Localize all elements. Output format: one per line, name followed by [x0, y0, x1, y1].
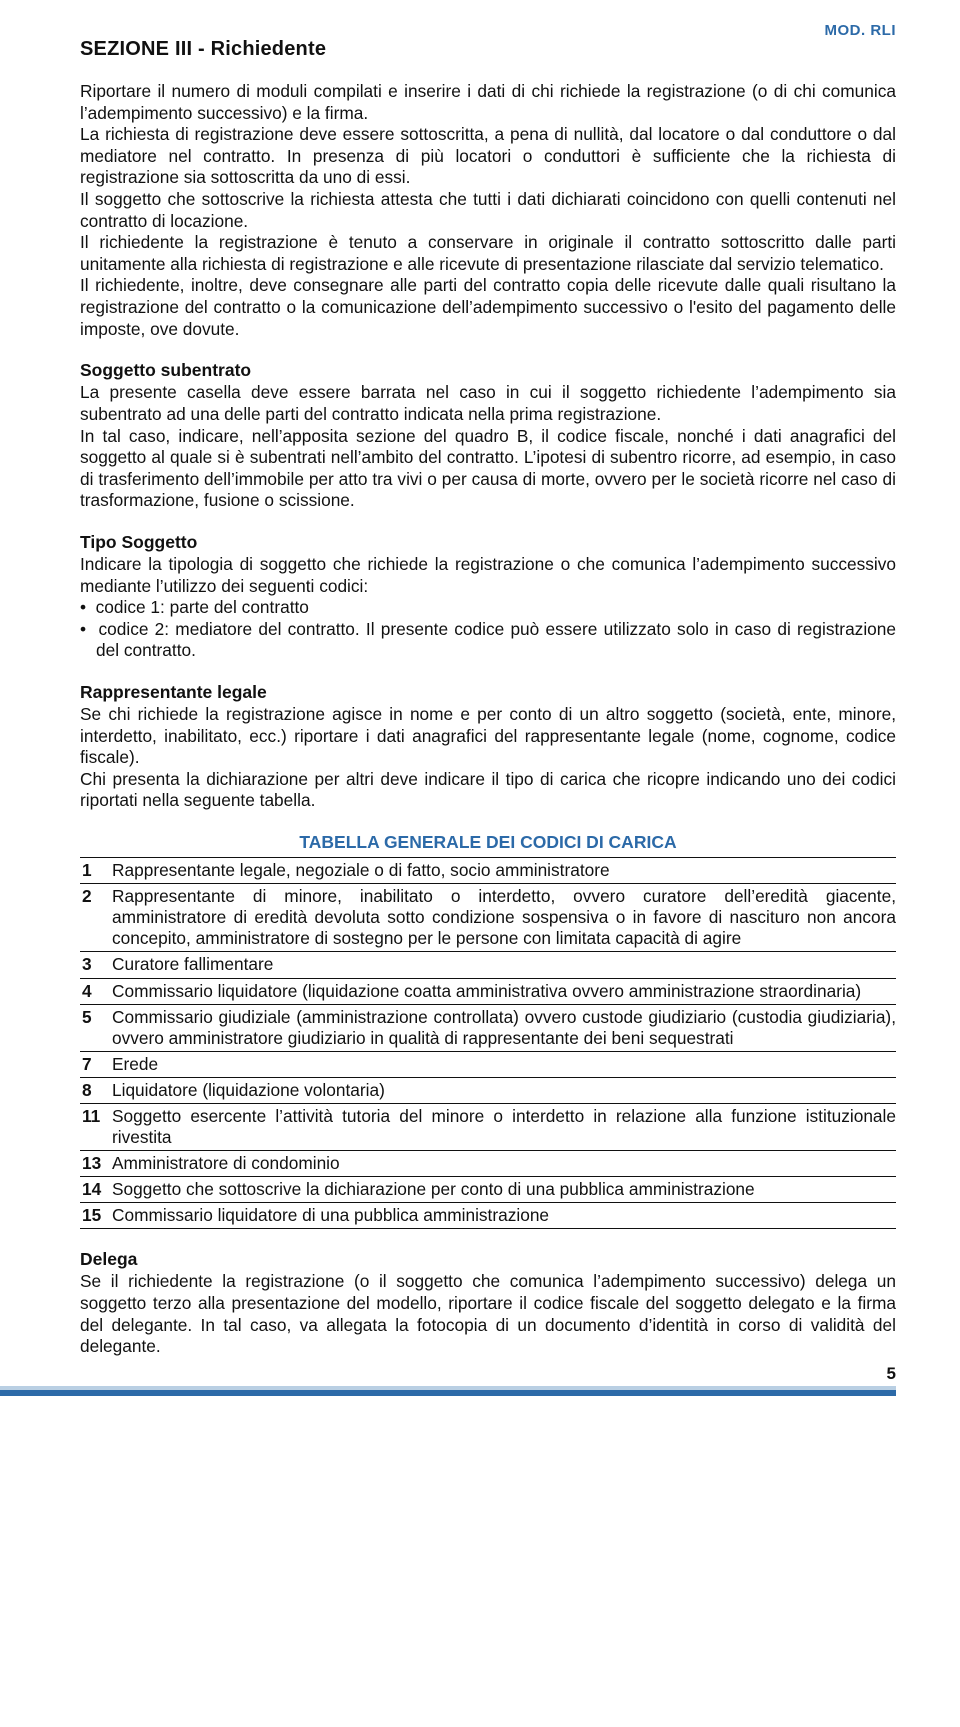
subentrato-p2: In tal caso, indicare, nell’apposita sez… [80, 426, 896, 512]
table-row-code: 7 [80, 1051, 112, 1077]
table-title: TABELLA GENERALE DEI CODICI DI CARICA [80, 832, 896, 853]
intro-p2: La richiesta di registrazione deve esser… [80, 124, 896, 189]
table-row: 3Curatore fallimentare [80, 952, 896, 978]
footer-bar: 5 [80, 1382, 896, 1396]
rappresentante-p1: Se chi richiede la registrazione agisce … [80, 704, 896, 769]
table-row: 2Rappresentante di minore, inabilitato o… [80, 884, 896, 952]
table-row-code: 5 [80, 1004, 112, 1051]
intro-p3: Il soggetto che sottoscrive la richiesta… [80, 189, 896, 232]
table-row-desc: Erede [112, 1051, 896, 1077]
table-row-desc: Commissario giudiziale (amministrazione … [112, 1004, 896, 1051]
table-row-code: 11 [80, 1104, 112, 1151]
table-row-code: 1 [80, 858, 112, 884]
tipo-title: Tipo Soggetto [80, 532, 896, 553]
delega-block: Delega Se il richiedente la registrazion… [80, 1249, 896, 1357]
intro-block: Riportare il numero di moduli compilati … [80, 81, 896, 340]
table-row: 7Erede [80, 1051, 896, 1077]
table-row-desc: Rappresentante di minore, inabilitato o … [112, 884, 896, 952]
table-row: 15Commissario liquidatore di una pubblic… [80, 1203, 896, 1229]
section-title: SEZIONE III - Richiedente [80, 38, 896, 61]
table-row: 4Commissario liquidatore (liquidazione c… [80, 978, 896, 1004]
table-row: 5Commissario giudiziale (amministrazione… [80, 1004, 896, 1051]
table-row-desc: Commissario liquidatore (liquidazione co… [112, 978, 896, 1004]
tipo-block: Tipo Soggetto Indicare la tipologia di s… [80, 532, 896, 662]
table-row-desc: Soggetto che sottoscrive la dichiarazion… [112, 1177, 896, 1203]
table-row-code: 4 [80, 978, 112, 1004]
subentrato-block: Soggetto subentrato La presente casella … [80, 360, 896, 512]
table-row-code: 3 [80, 952, 112, 978]
tipo-code-2: codice 2: mediatore del contratto. Il pr… [80, 619, 896, 662]
footer-accent-blue [0, 1390, 896, 1396]
table-row: 14Soggetto che sottoscrive la dichiarazi… [80, 1177, 896, 1203]
rappresentante-block: Rappresentante legale Se chi richiede la… [80, 682, 896, 812]
subentrato-p1: La presente casella deve essere barrata … [80, 382, 896, 425]
intro-p4: Il richiedente la registrazione è tenuto… [80, 232, 896, 275]
subentrato-title: Soggetto subentrato [80, 360, 896, 381]
table-row-desc: Soggetto esercente l’attività tutoria de… [112, 1104, 896, 1151]
table-row-desc: Curatore fallimentare [112, 952, 896, 978]
table-row-desc: Rappresentante legale, negoziale o di fa… [112, 858, 896, 884]
codici-carica-table: 1Rappresentante legale, negoziale o di f… [80, 857, 896, 1229]
table-row: 8Liquidatore (liquidazione volontaria) [80, 1077, 896, 1103]
delega-title: Delega [80, 1249, 896, 1270]
rappresentante-p2: Chi presenta la dichiarazione per altri … [80, 769, 896, 812]
tipo-codes-list: codice 1: parte del contratto codice 2: … [80, 597, 896, 662]
table-row: 1Rappresentante legale, negoziale o di f… [80, 858, 896, 884]
intro-p1: Riportare il numero di moduli compilati … [80, 81, 896, 124]
tipo-p1: Indicare la tipologia di soggetto che ri… [80, 554, 896, 597]
table-row-code: 2 [80, 884, 112, 952]
intro-p5: Il richiedente, inoltre, deve consegnare… [80, 275, 896, 340]
table-row: 11Soggetto esercente l’attività tutoria … [80, 1104, 896, 1151]
rappresentante-title: Rappresentante legale [80, 682, 896, 703]
table-row-desc: Commissario liquidatore di una pubblica … [112, 1203, 896, 1229]
table-row-code: 8 [80, 1077, 112, 1103]
table-row-code: 13 [80, 1151, 112, 1177]
table-row-code: 15 [80, 1203, 112, 1229]
table-row-desc: Amministratore di condominio [112, 1151, 896, 1177]
delega-p1: Se il richiedente la registrazione (o il… [80, 1271, 896, 1357]
table-row-desc: Liquidatore (liquidazione volontaria) [112, 1077, 896, 1103]
tipo-code-1: codice 1: parte del contratto [80, 597, 896, 619]
table-row-code: 14 [80, 1177, 112, 1203]
mod-label: MOD. RLI [825, 22, 897, 39]
page-number: 5 [887, 1364, 896, 1384]
table-row: 13Amministratore di condominio [80, 1151, 896, 1177]
